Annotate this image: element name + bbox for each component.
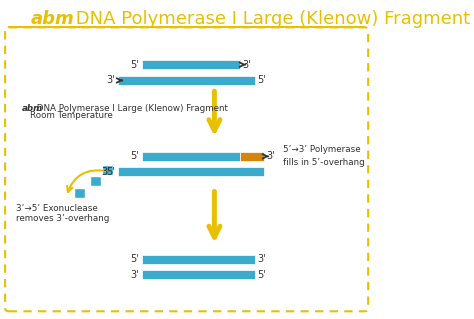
Text: 3': 3' xyxy=(130,270,138,280)
Text: 5': 5' xyxy=(257,76,266,85)
FancyBboxPatch shape xyxy=(118,167,264,176)
FancyBboxPatch shape xyxy=(103,166,113,175)
Text: 5’→3’ Polymerase: 5’→3’ Polymerase xyxy=(283,145,361,154)
FancyBboxPatch shape xyxy=(142,60,240,69)
Text: 5': 5' xyxy=(130,254,138,264)
Text: fills in 5’-overhang: fills in 5’-overhang xyxy=(283,158,365,167)
Text: 5': 5' xyxy=(106,167,115,176)
FancyBboxPatch shape xyxy=(240,152,264,161)
Text: 3': 3' xyxy=(242,60,251,70)
Text: removes 3’-overhang: removes 3’-overhang xyxy=(16,214,109,223)
Text: Room Temperature: Room Temperature xyxy=(30,111,113,120)
FancyBboxPatch shape xyxy=(75,189,85,198)
FancyBboxPatch shape xyxy=(142,271,255,279)
FancyBboxPatch shape xyxy=(118,76,255,85)
Text: 5': 5' xyxy=(130,60,138,70)
Text: 3’→5’ Exonuclease: 3’→5’ Exonuclease xyxy=(16,204,98,213)
Text: 3': 3' xyxy=(102,167,110,176)
Text: 3': 3' xyxy=(257,254,265,264)
Text: 3': 3' xyxy=(107,76,115,85)
Text: 3': 3' xyxy=(266,151,275,161)
FancyBboxPatch shape xyxy=(91,177,100,186)
Text: abm: abm xyxy=(31,10,75,28)
Text: DNA Polymerase I Large (Klenow) Fragment: DNA Polymerase I Large (Klenow) Fragment xyxy=(70,10,470,28)
FancyBboxPatch shape xyxy=(142,152,240,161)
FancyBboxPatch shape xyxy=(142,255,255,263)
FancyArrowPatch shape xyxy=(67,170,106,192)
Text: DNA Polymerase I Large (Klenow) Fragment: DNA Polymerase I Large (Klenow) Fragment xyxy=(34,104,228,113)
Text: 5': 5' xyxy=(130,151,138,161)
Text: 5': 5' xyxy=(257,270,266,280)
Text: abm: abm xyxy=(22,104,43,113)
